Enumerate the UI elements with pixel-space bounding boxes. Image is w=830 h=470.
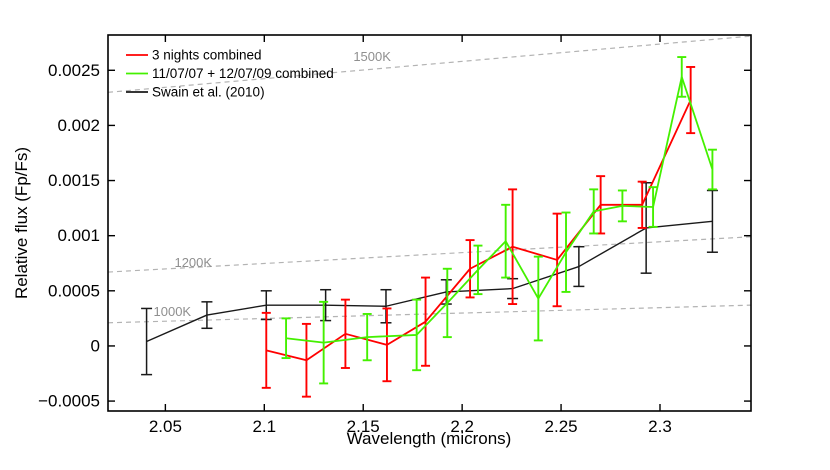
series-line-3-nights-combined	[266, 99, 692, 362]
y-tick-label: 0.0025	[48, 61, 100, 80]
legend-label: 11/07/07 + 12/07/09 combined	[152, 66, 334, 81]
y-tick-label: 0.0005	[48, 281, 100, 300]
x-tick-label: 2.2	[450, 417, 474, 436]
legend: 3 nights combined 11/07/07 + 12/07/09 com…	[126, 48, 334, 100]
series-3-nights-combined	[261, 66, 696, 398]
series-line-swain-et-al-2010	[146, 220, 713, 343]
blackbody-label-1000k: 1000K	[154, 304, 192, 319]
blackbody-label-1200k: 1200K	[174, 255, 212, 270]
legend-item-11-07-07-12-07-09-combined: 11/07/07 + 12/07/09 combined	[126, 66, 334, 81]
y-tick-label: 0.002	[57, 116, 100, 135]
legend-item-3-nights-combined: 3 nights combined	[126, 48, 262, 63]
x-tick-label: 2.15	[347, 417, 380, 436]
x-tick-label: 2.25	[545, 417, 578, 436]
blackbody-line-1000k	[107, 304, 752, 324]
x-tick-label: 2.3	[648, 417, 672, 436]
legend-item-swain-et-al-2010: Swain et al. (2010)	[126, 85, 265, 100]
y-tick-label: 0	[91, 336, 100, 355]
blackbody-label-1500k: 1500K	[353, 49, 391, 64]
plot-frame	[107, 34, 752, 412]
y-tick-label: −0.0005	[38, 392, 100, 411]
y-axis-label: Relative flux (Fp/Fs)	[12, 147, 31, 299]
x-tick-label: 2.05	[149, 417, 182, 436]
legend-label: 3 nights combined	[152, 48, 262, 63]
x-axis-label: Wavelength (microns)	[347, 429, 512, 448]
x-tick-label: 2.1	[252, 417, 276, 436]
series-11-07-07-12-07-09-combined	[281, 56, 717, 385]
series-line-11-07-07-12-07-09-combined	[285, 76, 714, 344]
y-tick-label: 0.001	[57, 226, 100, 245]
y-tick-label: 0.0015	[48, 171, 100, 190]
legend-label: Swain et al. (2010)	[152, 85, 265, 100]
series-swain-et-al-2010	[141, 182, 718, 376]
